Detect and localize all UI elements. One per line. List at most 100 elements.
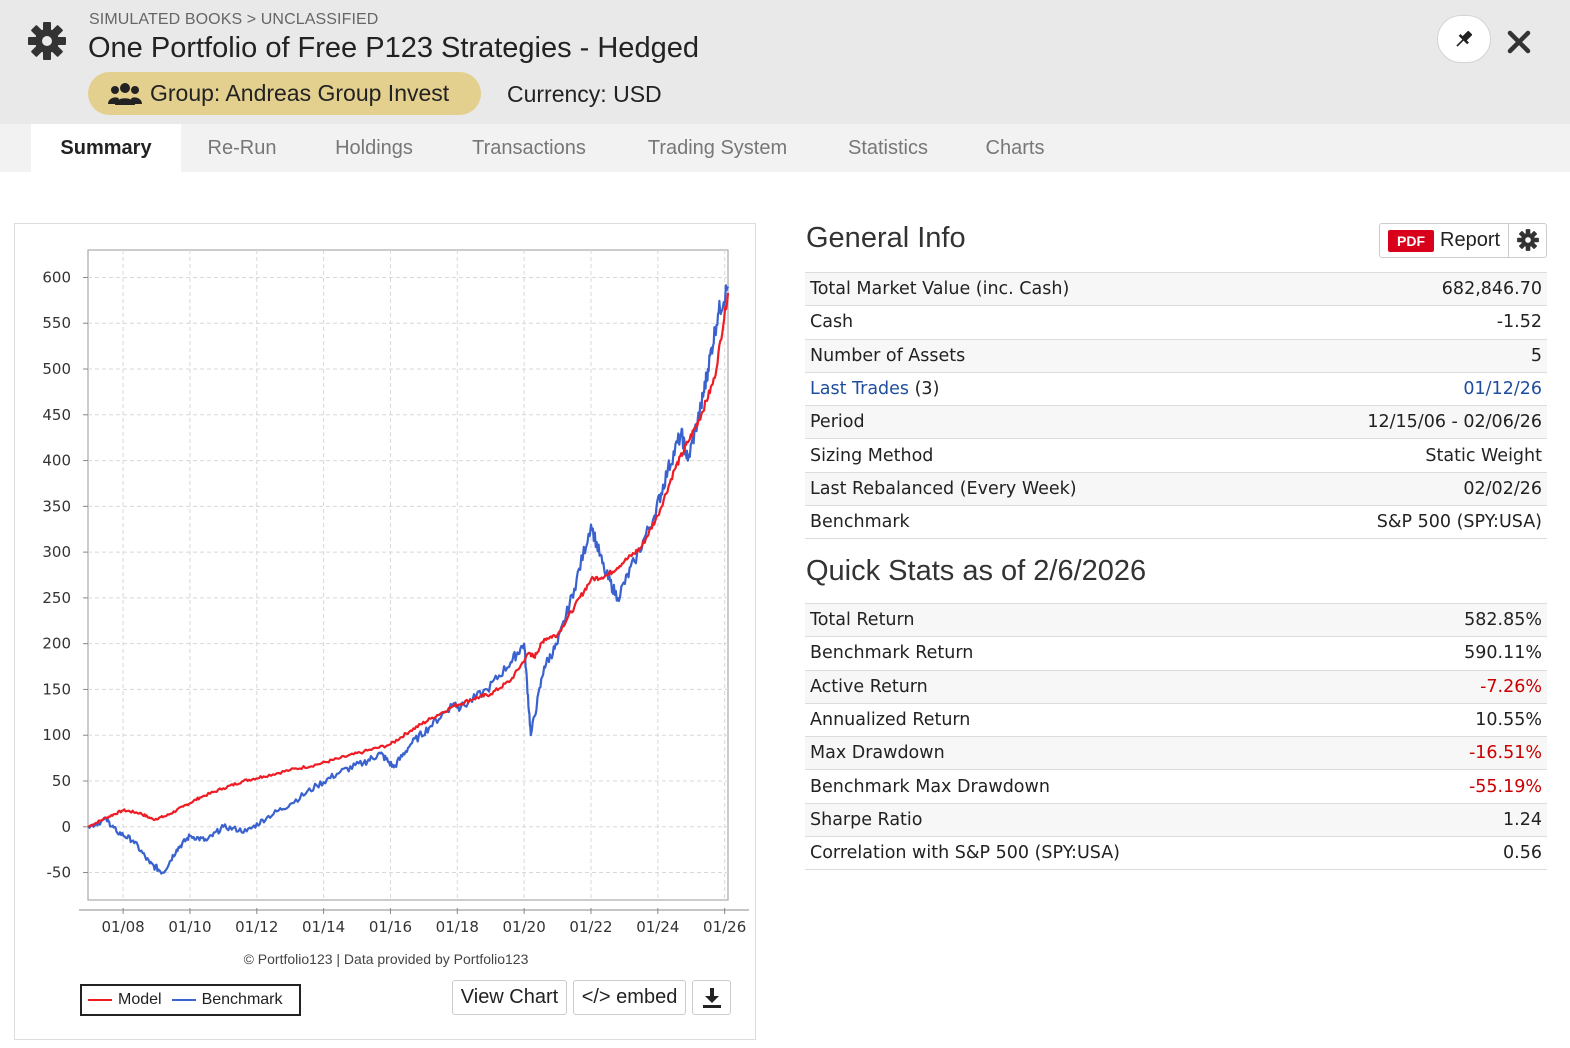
series-line-model xyxy=(87,292,730,828)
plot-area xyxy=(87,249,729,901)
tab-holdings[interactable]: Holdings xyxy=(335,137,413,159)
table-row: Benchmark Max Drawdown -55.19% xyxy=(805,769,1547,804)
tab-transactions[interactable]: Transactions xyxy=(472,137,586,159)
row-value: -55.19% xyxy=(1387,769,1547,804)
tab-bar: Summary Re-Run Holdings Transactions Tra… xyxy=(0,124,1570,172)
table-row: Number of Assets 5 xyxy=(805,338,1547,373)
row-value: -1.52 xyxy=(1249,305,1547,340)
y-tick-label: 500 xyxy=(42,360,71,378)
performance-chart: -50050100150200250300350400450500550600 … xyxy=(42,249,749,936)
legend-benchmark: Benchmark xyxy=(171,991,283,1009)
table-row: Period 12/15/06 - 02/06/26 xyxy=(805,405,1547,439)
y-tick-label: 100 xyxy=(42,726,71,744)
row-label: Period xyxy=(805,405,1250,439)
table-row: Benchmark S&P 500 (SPY:USA) xyxy=(805,505,1547,540)
row-label: Annualized Return xyxy=(805,702,1388,737)
legend-model: Model xyxy=(88,991,162,1009)
quick-stats-title: Quick Stats as of 2/6/2026 xyxy=(806,555,1147,587)
row-value: Static Weight xyxy=(1249,438,1547,473)
row-label: Last Trades (3) xyxy=(805,371,1250,406)
row-value: 10.55% xyxy=(1387,702,1547,737)
breadcrumb[interactable]: SIMULATED BOOKS > UNCLASSIFIED xyxy=(89,11,379,28)
table-row: Benchmark Return 590.11% xyxy=(805,636,1547,671)
users-icon xyxy=(108,82,142,105)
x-tick-label: 01/08 xyxy=(101,918,144,936)
y-tick-label: 300 xyxy=(42,543,71,561)
report-label: Report xyxy=(1440,229,1501,251)
tab-re-run[interactable]: Re-Run xyxy=(207,137,277,159)
row-label: Sizing Method xyxy=(805,438,1250,473)
tab-statistics[interactable]: Statistics xyxy=(847,137,929,159)
row-label: Cash xyxy=(805,305,1250,340)
y-tick-label: 0 xyxy=(61,818,71,836)
pin-icon xyxy=(1456,30,1473,47)
table-row: Max Drawdown -16.51% xyxy=(805,736,1547,770)
y-tick-label: 600 xyxy=(42,268,71,286)
page-header: SIMULATED BOOKS > UNCLASSIFIED One Portf… xyxy=(0,0,1570,124)
gear-icon[interactable] xyxy=(1516,228,1540,252)
tab-summary[interactable]: Summary xyxy=(31,124,181,172)
gear-icon[interactable] xyxy=(26,20,68,62)
row-label: Total Return xyxy=(805,602,1388,637)
row-value: 02/02/26 xyxy=(1249,471,1547,506)
row-value: -7.26% xyxy=(1387,669,1547,704)
table-row: Last Trades (3) 01/12/26 xyxy=(805,371,1547,406)
download-button[interactable] xyxy=(692,980,731,1015)
row-label: Number of Assets xyxy=(805,338,1250,373)
general-info-title: General Info xyxy=(806,222,966,254)
row-value: 0.56 xyxy=(1387,836,1547,871)
row-label: Total Market Value (inc. Cash) xyxy=(805,271,1250,306)
table-row: Sizing Method Static Weight xyxy=(805,438,1547,473)
row-value: -16.51% xyxy=(1387,736,1547,770)
pin-button[interactable] xyxy=(1437,15,1491,63)
pdf-icon: PDF xyxy=(1388,229,1434,252)
table-row: Cash -1.52 xyxy=(805,305,1547,340)
row-label: Sharpe Ratio xyxy=(805,802,1388,837)
x-tick-label: 01/10 xyxy=(168,918,211,936)
row-value: 582.85% xyxy=(1387,602,1547,637)
tab-charts[interactable]: Charts xyxy=(985,137,1045,159)
y-tick-label: 400 xyxy=(42,452,71,470)
group-badge[interactable]: Group: Andreas Group Invest xyxy=(88,72,481,115)
report-divider xyxy=(1508,224,1509,257)
row-value: 1.24 xyxy=(1387,802,1547,837)
chart-series xyxy=(87,284,730,875)
chart-legend: Model Benchmark xyxy=(80,984,301,1016)
general-info-table: Total Market Value (inc. Cash) 682,846.7… xyxy=(805,271,1547,540)
chart-panel: -50 0 50 100 150 200 250 300 350 400 450 500 550 600 … xyxy=(14,223,756,1040)
last-trades-count: (3) xyxy=(909,379,940,400)
row-value: 12/15/06 - 02/06/26 xyxy=(1249,405,1547,439)
row-label: Max Drawdown xyxy=(805,736,1388,770)
embed-button[interactable]: </> embed xyxy=(573,980,686,1015)
series-line-benchmark xyxy=(87,284,730,875)
table-row: Total Return 582.85% xyxy=(805,602,1547,637)
row-value: S&P 500 (SPY:USA) xyxy=(1249,505,1547,540)
row-label: Benchmark Max Drawdown xyxy=(805,769,1388,804)
close-button[interactable] xyxy=(1503,22,1535,62)
row-label: Benchmark Return xyxy=(805,636,1388,671)
row-value: 590.11% xyxy=(1387,636,1547,671)
tab-trading-system[interactable]: Trading System xyxy=(647,137,788,159)
row-value: 5 xyxy=(1249,338,1547,373)
table-row: Last Rebalanced (Every Week) 02/02/26 xyxy=(805,471,1547,506)
last-trades-date-link[interactable]: 01/12/26 xyxy=(1463,379,1542,400)
table-row: Active Return -7.26% xyxy=(805,669,1547,704)
table-row: Annualized Return 10.55% xyxy=(805,702,1547,737)
y-tick-label: 450 xyxy=(42,406,71,424)
download-icon xyxy=(702,987,721,1008)
report-button[interactable]: PDF Report xyxy=(1379,223,1547,258)
y-tick-label: -50 xyxy=(47,864,72,882)
last-trades-link[interactable]: Last Trades xyxy=(810,379,910,400)
view-chart-button[interactable]: View Chart xyxy=(452,980,567,1015)
x-tick-label: 01/26 xyxy=(703,918,746,936)
page-title: One Portfolio of Free P123 Strategies - … xyxy=(88,32,699,64)
x-tick-label: 01/18 xyxy=(436,918,479,936)
quick-stats-table: Total Return 582.85% Benchmark Return 59… xyxy=(805,602,1547,871)
chart-grid xyxy=(88,250,728,900)
row-value: 01/12/26 xyxy=(1249,371,1547,406)
x-tick-label: 01/16 xyxy=(369,918,412,936)
legend-benchmark-swatch xyxy=(171,999,196,1001)
y-tick-label: 350 xyxy=(42,497,71,515)
y-tick-label: 550 xyxy=(42,314,71,332)
y-tick-label: 50 xyxy=(52,772,71,790)
